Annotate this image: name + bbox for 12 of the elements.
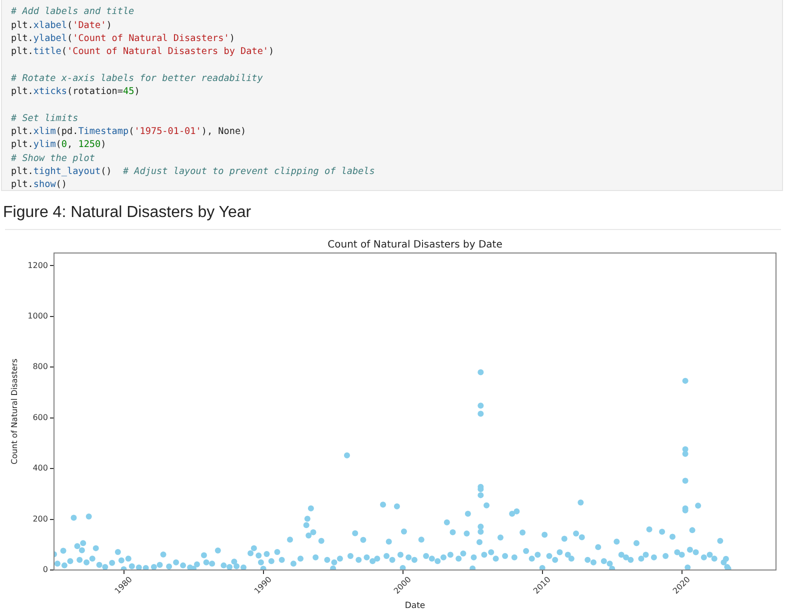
y-tick-label: 400 xyxy=(32,464,48,473)
y-tick-label: 600 xyxy=(32,412,48,422)
y-axis-title: Count of Natural Disasters xyxy=(10,358,19,464)
chart-subtitle: Figure 4: Natural Disasters by Year xyxy=(3,204,252,221)
code-cell: # Add labels and title plt.xlabel('Date') plt.ylabel('Count of Natural Disasters') plt.title('Count of Natural Disasters by Date') # Rotate x-axis labels for better readability plt.xticks(rotation=45) # Set limits plt.xlim(pd.Timestamp('1975-01-01'), None) plt.ylim(0, 1250) # Show the plot plt.tight_layout() # Adjust layout to prevent clipping of labels plt.show() xyxy=(1,0,783,191)
x-axis-title: Date xyxy=(404,601,426,612)
y-tick-label: 800 xyxy=(32,362,48,372)
y-tick-label: 1000 xyxy=(28,311,48,320)
y-tick-label: 0 xyxy=(42,565,48,574)
chart-title: Count of Natural Disasters by Date xyxy=(328,240,502,250)
y-tick-label: 200 xyxy=(32,514,48,524)
y-tick-label: 1200 xyxy=(28,260,48,270)
